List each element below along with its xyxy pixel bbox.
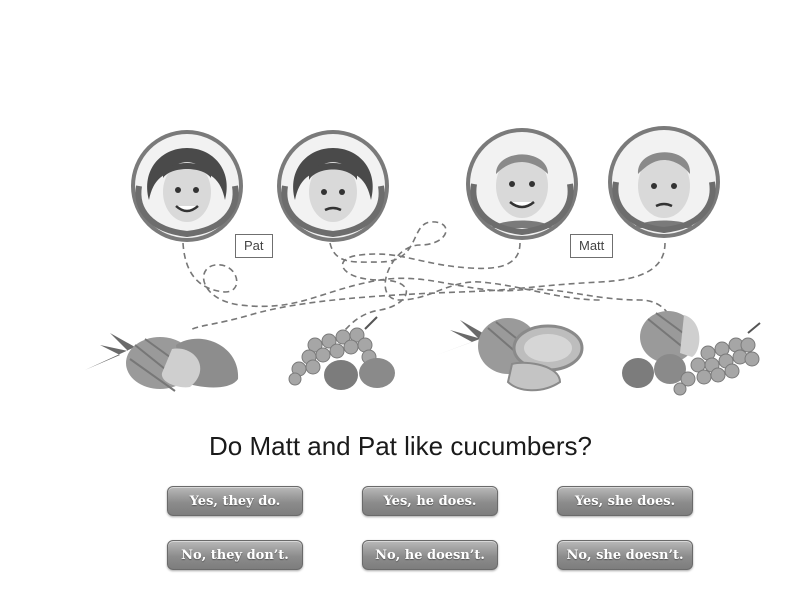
path-matt: [189, 242, 666, 331]
pineapple-halves-icon: [434, 318, 584, 392]
path-boy-happy: [341, 242, 521, 331]
boy-grumpy-icon: [612, 130, 716, 234]
boy-happy-icon: [470, 132, 574, 236]
child-portrait-pat[interactable]: [277, 130, 389, 242]
answer-button-yes-she-does[interactable]: Yes, she does.: [557, 486, 693, 516]
child-portrait-girl-happy[interactable]: [131, 130, 243, 242]
name-tag-pat: Pat: [235, 234, 273, 258]
pineapple-plums-grapes-icon: [622, 311, 761, 396]
answer-button-no-they-dont[interactable]: No, they don’t.: [167, 540, 303, 570]
child-portrait-boy-happy[interactable]: [466, 128, 578, 240]
girl-happy-icon: [135, 134, 239, 238]
grapes-and-plums-icon: [288, 316, 395, 390]
answer-button-yes-they-do[interactable]: Yes, they do.: [167, 486, 303, 516]
girl-grumpy-icon: [281, 134, 385, 238]
answer-button-no-she-doesnt[interactable]: No, she doesn’t.: [557, 540, 693, 570]
answer-button-no-he-doesnt[interactable]: No, he doesn’t.: [362, 540, 498, 570]
child-portrait-matt[interactable]: [608, 126, 720, 238]
path-pat: [329, 221, 601, 301]
question-text: Do Matt and Pat like cucumbers?: [209, 431, 592, 461]
answer-button-yes-he-does[interactable]: Yes, he does.: [362, 486, 498, 516]
pineapple-icon: [85, 333, 239, 392]
path-girl-happy: [182, 242, 672, 331]
name-tag-matt: Matt: [570, 234, 614, 258]
